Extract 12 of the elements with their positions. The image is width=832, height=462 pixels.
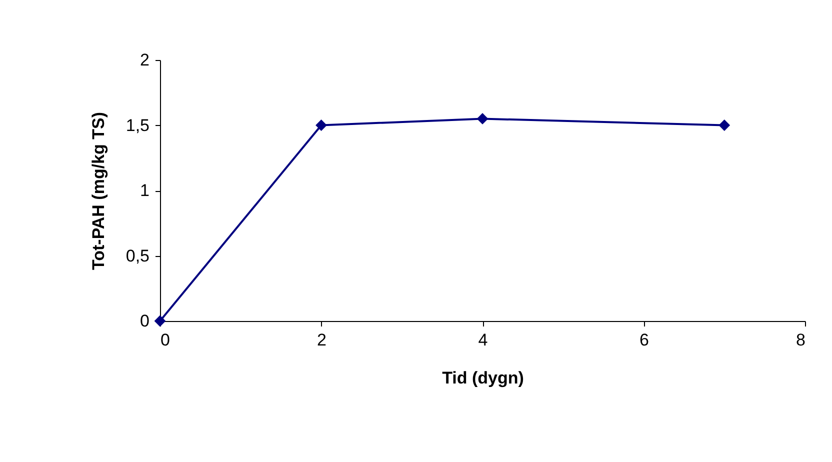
y-tick-label: 2 [140, 50, 150, 70]
y-tick-label: 0 [140, 312, 150, 330]
y-tick-label: 1,5 [126, 116, 150, 135]
x-tick-label: 6 [640, 330, 649, 350]
x-tick-label: 4 [478, 330, 488, 350]
x-tick-label: 8 [796, 330, 806, 350]
y-axis-title: Tot-PAH (mg/kg TS) [88, 112, 108, 270]
y-tick-label: 0,5 [126, 246, 150, 266]
x-tick-label: 0 [160, 330, 170, 350]
x-axis-title: Tid (dygn) [442, 368, 524, 388]
x-tick-label: 2 [317, 330, 326, 350]
y-tick-label: 1 [140, 181, 150, 200]
